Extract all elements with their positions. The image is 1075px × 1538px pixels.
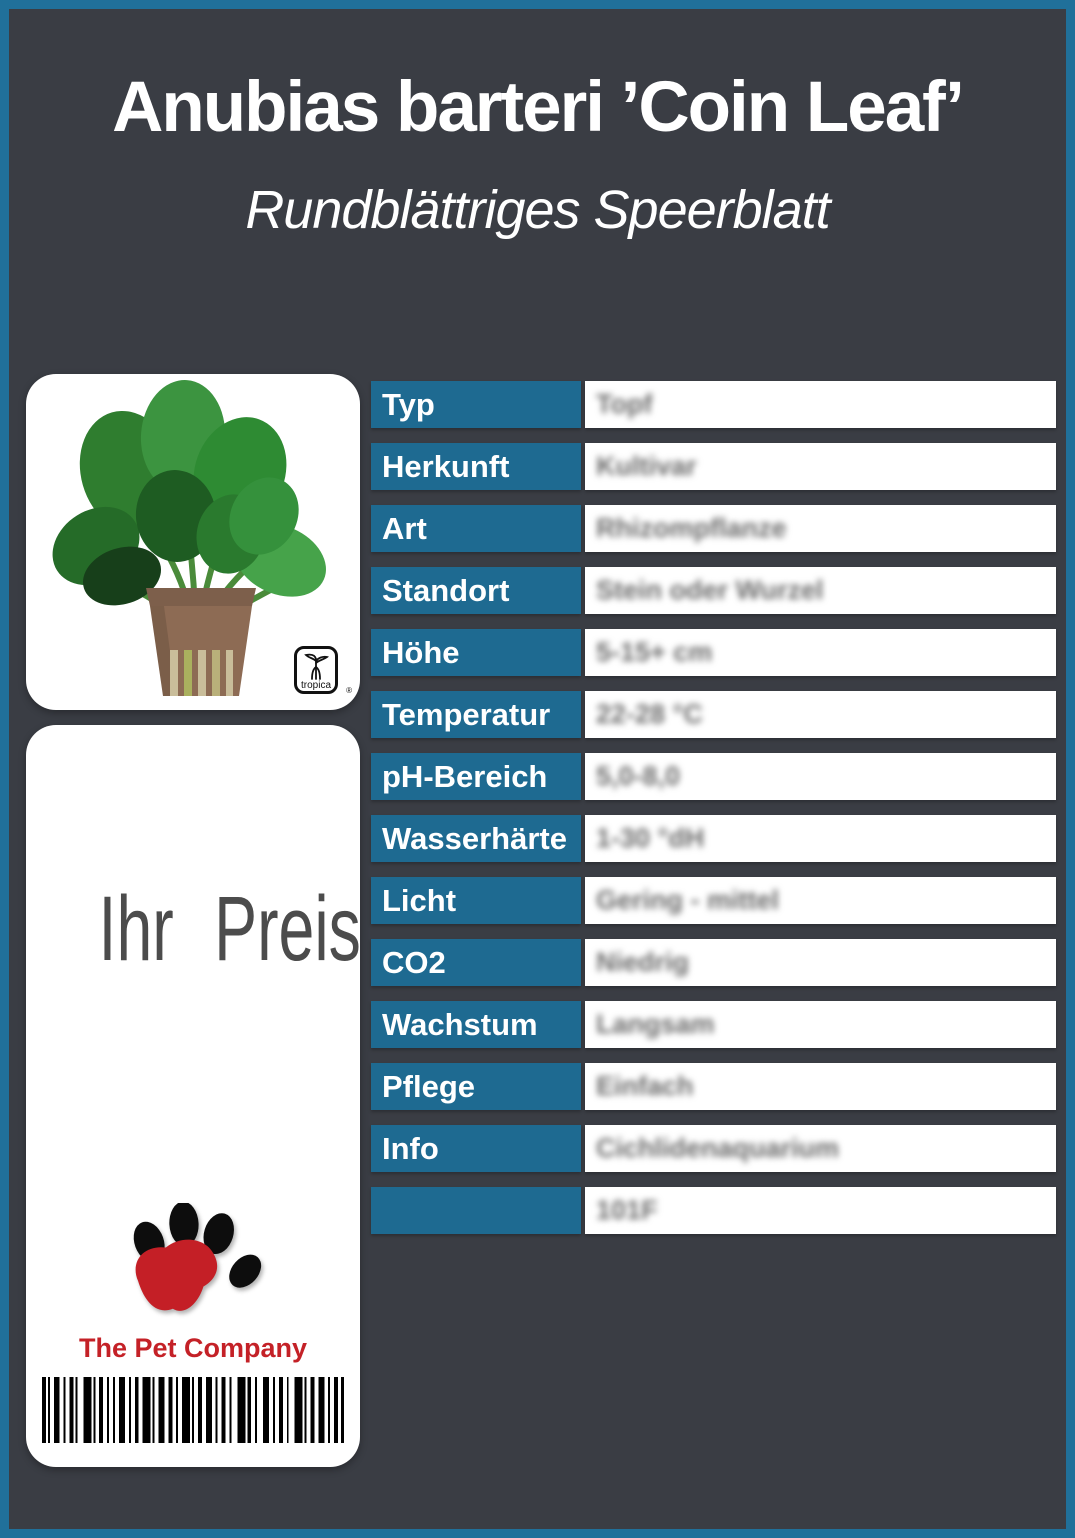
price-card: Ihr Preis € The Pet Company [26, 725, 360, 1467]
plant-leaves [52, 380, 326, 606]
spec-label: Art [371, 505, 581, 552]
paw-logo [133, 1203, 262, 1311]
spec-label: Wasserhärte [371, 815, 581, 862]
spec-row: CO2 Niedrig [371, 939, 1056, 986]
spec-label: Wachstum [371, 1001, 581, 1048]
plant-title: Anubias barteri ’Coin Leaf’ [112, 68, 965, 147]
tropica-label: tropica [300, 680, 331, 691]
spec-row: Typ Topf [371, 381, 1056, 428]
spec-value: 1-30 °dH [585, 815, 1056, 862]
spec-value: Cichlidenaquarium [585, 1125, 1056, 1172]
registered-trademark-symbol: ® [346, 686, 352, 695]
spec-label: Höhe [371, 629, 581, 676]
spec-label: Herkunft [371, 443, 581, 490]
spec-value: Stein oder Wurzel [585, 567, 1056, 614]
spec-row: Herkunft Kultivar [371, 443, 1056, 490]
spec-row: pH-Bereich 5,0-8,0 [371, 753, 1056, 800]
spec-value: 101F [585, 1187, 1056, 1234]
spec-label: Standort [371, 567, 581, 614]
spec-row: Art Rhizompflanze [371, 505, 1056, 552]
spec-row: 101F [371, 1187, 1056, 1234]
spec-label: Licht [371, 877, 581, 924]
spec-row: Licht Gering - mittel [371, 877, 1056, 924]
spec-row: Temperatur 22-28 °C [371, 691, 1056, 738]
spec-label: pH-Bereich [371, 753, 581, 800]
price-label: Ihr Preis € [98, 878, 360, 980]
tropica-plant-icon [304, 653, 329, 680]
plant-photo-card: tropica ® [26, 374, 360, 710]
plant-subtitle: Rundblättriges Speerblatt [245, 180, 830, 240]
spec-value: Niedrig [585, 939, 1056, 986]
spec-table: Typ Topf Herkunft Kultivar Art Rhizompfl… [371, 381, 1056, 1249]
spec-label: Pflege [371, 1063, 581, 1110]
spec-label: Info [371, 1125, 581, 1172]
spec-label: CO2 [371, 939, 581, 986]
spec-value: Kultivar [585, 443, 1056, 490]
spec-value: 5-15+ cm [585, 629, 1056, 676]
spec-value: 22-28 °C [585, 691, 1056, 738]
plant-pot [146, 588, 256, 696]
spec-value: Topf [585, 381, 1056, 428]
spec-value: Langsam [585, 1001, 1056, 1048]
plant-photo [52, 380, 326, 696]
spec-value: Rhizompflanze [585, 505, 1056, 552]
spec-row: Wachstum Langsam [371, 1001, 1056, 1048]
spec-row: Info Cichlidenaquarium [371, 1125, 1056, 1172]
spec-label [371, 1187, 581, 1234]
tropica-logo-box: tropica [294, 646, 338, 694]
tropica-logo: tropica ® [294, 646, 352, 704]
brand-name: The Pet Company [78, 1333, 308, 1363]
spec-value: Gering - mittel [585, 877, 1056, 924]
spec-row: Wasserhärte 1-30 °dH [371, 815, 1056, 862]
spec-label: Temperatur [371, 691, 581, 738]
spec-label: Typ [371, 381, 581, 428]
spec-value: Einfach [585, 1063, 1056, 1110]
spec-row: Standort Stein oder Wurzel [371, 567, 1056, 614]
barcode [41, 1377, 345, 1443]
spec-value: 5,0-8,0 [585, 753, 1056, 800]
spec-row: Höhe 5-15+ cm [371, 629, 1056, 676]
paw-pad [135, 1239, 218, 1311]
spec-row: Pflege Einfach [371, 1063, 1056, 1110]
